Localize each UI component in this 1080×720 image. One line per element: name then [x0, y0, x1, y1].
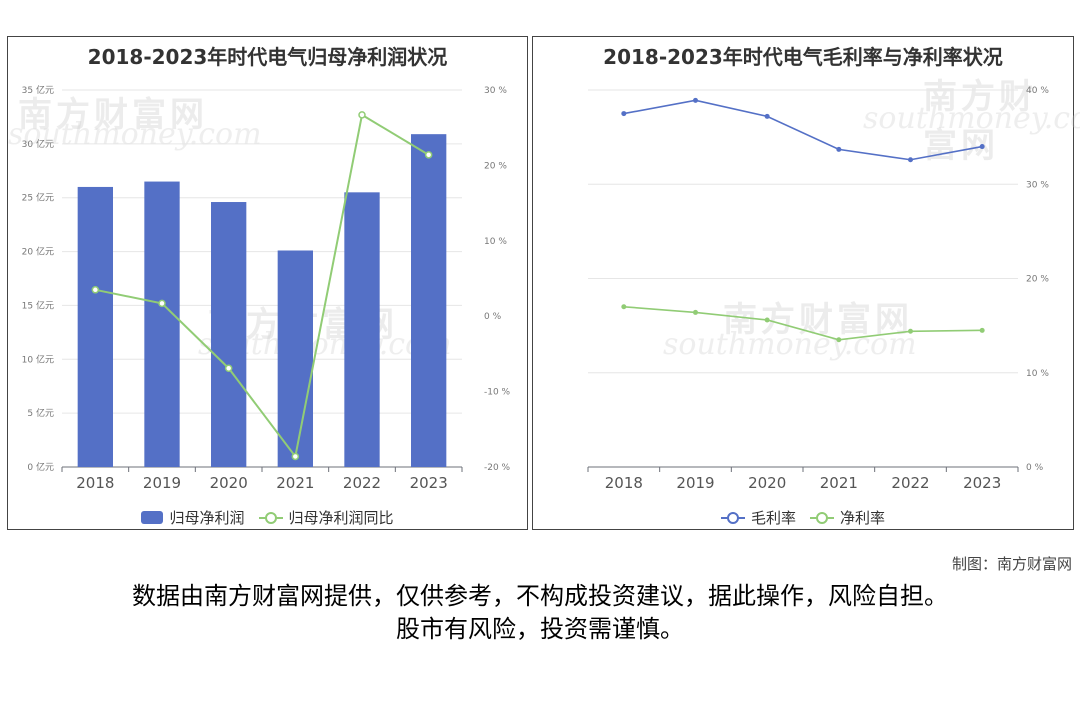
chart-credit: 制图：南方财富网: [951, 555, 1072, 573]
y-left-tick-label: 5 亿元: [27, 407, 54, 419]
legend-line-swatch: [258, 511, 283, 524]
bar-net-profit-2018: [77, 186, 113, 467]
margin-chart: 0 % 10 % 20 % 30 % 40 % 2018 2019 2020 2021 2022 2…: [587, 86, 1049, 492]
x-tick-label: 2023: [410, 474, 448, 492]
y-right-tick-label: 40 %: [1026, 86, 1049, 96]
point-yoy-2023: [424, 151, 433, 159]
y-left-tick-label: 0 亿元: [27, 461, 54, 473]
bar-net-profit-2022: [344, 192, 380, 468]
point-gross-margin-2018: [621, 111, 627, 117]
chart-legend: 归母净利润 归母净利润同比: [8, 507, 527, 528]
legend-item-net-margin[interactable]: 净利率: [810, 507, 885, 528]
bar-net-profit-2023: [411, 134, 447, 468]
legend-label: 归母净利润同比: [288, 509, 394, 527]
y-left-tick-label: 35 亿元: [22, 84, 54, 96]
disclaimer-line: 股市有风险，投资需谨慎。: [396, 615, 684, 643]
legend-label: 净利率: [840, 509, 886, 527]
x-tick-label: 2019: [676, 474, 714, 492]
bar-net-profit-2019: [144, 181, 180, 468]
line-net-margin: [623, 305, 983, 341]
legend-bar-swatch: [141, 511, 164, 524]
x-tick-label: 2021: [276, 474, 314, 492]
y-right-tick-label: 20 %: [1026, 275, 1049, 285]
point-yoy-2020: [224, 364, 233, 372]
line-gross-margin: [623, 99, 983, 161]
legend-line-swatch: [720, 511, 745, 524]
point-gross-margin-2019: [693, 97, 698, 103]
x-tick-label: 2021: [820, 474, 858, 492]
x-tick-label: 2023: [963, 474, 1001, 492]
point-yoy-2021: [291, 452, 300, 461]
y-right-tick-label: 30 %: [484, 86, 507, 96]
x-tick-label: 2018: [605, 474, 643, 492]
point-yoy-2018: [91, 286, 100, 294]
y-left-tick-label: 30 亿元: [22, 138, 54, 150]
chart-title: 2018-2023年时代电气毛利率与净利率状况: [603, 45, 1003, 69]
legend-line-swatch: [810, 511, 834, 524]
point-net-margin-2023: [979, 327, 985, 333]
disclaimer-line: 数据由南方财富网提供，仅供参考，不构成投资建议，据此操作，风险自担。: [132, 582, 948, 610]
point-gross-margin-2021: [836, 146, 842, 152]
chart-legend: 毛利率 净利率: [533, 507, 1073, 528]
point-yoy-2022: [358, 111, 366, 119]
x-tick-label: 2022: [343, 474, 381, 492]
x-tick-label: 2022: [891, 474, 929, 492]
margin-chart-panel: 南方财富网 southmoney.com 南方财富网 southmoney.co…: [532, 36, 1080, 530]
y-right-tick-label: -10 %: [484, 388, 511, 398]
y-right-tick-label: 30 %: [1026, 180, 1049, 190]
net-profit-chart-panel: 南方财富网 southmoney.com 南方财富网 southmoney.co…: [7, 36, 528, 530]
point-net-margin-2019: [693, 309, 698, 315]
x-tick-label: 2020: [210, 474, 248, 492]
y-right-tick-label: 10 %: [484, 237, 507, 247]
point-net-margin-2021: [836, 337, 842, 343]
x-tick-label: 2018: [76, 474, 114, 492]
legend-label: 毛利率: [750, 509, 796, 527]
y-left-tick-label: 15 亿元: [22, 299, 54, 311]
x-tick-label: 2020: [748, 474, 786, 492]
point-gross-margin-2020: [764, 113, 770, 119]
point-net-margin-2022: [908, 328, 913, 334]
y-left-tick-label: 10 亿元: [22, 353, 54, 365]
y-right-tick-label: 0 %: [1026, 463, 1044, 473]
point-net-margin-2018: [621, 304, 627, 310]
point-net-margin-2020: [764, 317, 770, 323]
y-right-tick-label: -20 %: [484, 463, 511, 473]
bar-net-profit-2020: [211, 202, 247, 467]
bar-net-profit-2021: [277, 250, 313, 467]
y-right-tick-label: 0 %: [484, 312, 502, 322]
y-left-tick-label: 25 亿元: [22, 192, 54, 204]
disclaimer: 数据由南方财富网提供，仅供参考，不构成投资建议，据此操作，风险自担。 股市有风险…: [0, 580, 1080, 646]
legend-item-net-profit[interactable]: 归母净利润: [141, 507, 245, 528]
line-net-profit-yoy: [95, 113, 430, 459]
chart-title: 2018-2023年时代电气归母净利润状况: [87, 45, 448, 69]
net-profit-chart: 0 亿元 5 亿元 10 亿元 15 亿元 20 亿元 25 亿元 30 亿元 35 亿元 -2…: [22, 84, 511, 492]
legend-label: 归母净利润: [169, 509, 245, 527]
point-gross-margin-2022: [908, 157, 913, 163]
y-left-tick-label: 20 亿元: [22, 246, 54, 258]
legend-item-net-profit-yoy[interactable]: 归母净利润同比: [258, 507, 394, 528]
y-right-tick-label: 10 %: [1026, 369, 1049, 379]
legend-item-gross-margin[interactable]: 毛利率: [720, 507, 796, 528]
point-gross-margin-2023: [979, 144, 985, 150]
x-tick-label: 2019: [143, 474, 181, 492]
y-right-tick-label: 20 %: [484, 161, 507, 171]
point-yoy-2019: [158, 299, 166, 308]
